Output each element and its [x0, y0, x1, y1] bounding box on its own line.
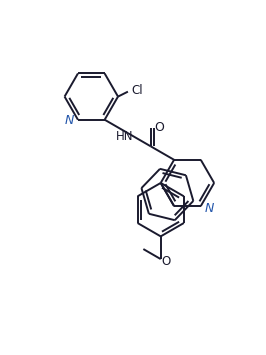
Text: O: O [154, 121, 164, 134]
Text: N: N [205, 202, 214, 214]
Text: Cl: Cl [131, 83, 143, 97]
Text: N: N [64, 114, 74, 127]
Text: O: O [161, 255, 170, 268]
Text: HN: HN [116, 130, 134, 143]
